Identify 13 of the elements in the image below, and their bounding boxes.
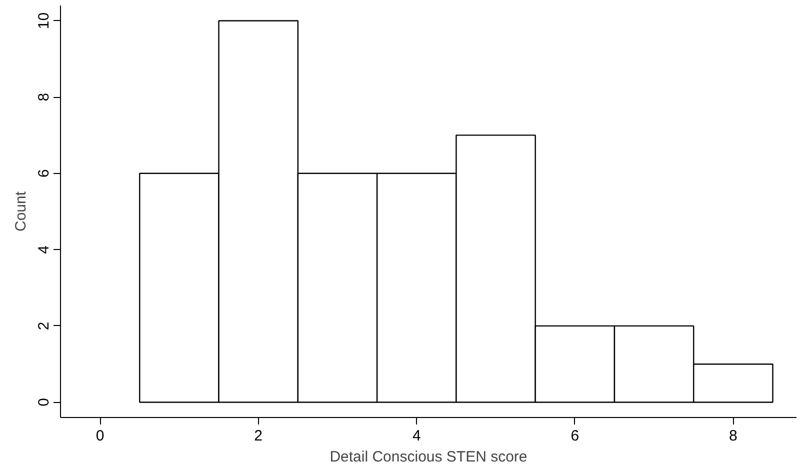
y-axis-title: Count [12,190,30,232]
y-tick-label: 8 [36,92,52,102]
x-tick-label: 4 [412,428,421,444]
y-tick-label: 4 [36,245,52,254]
y-tick-label: 2 [36,322,52,330]
x-tick-label: 2 [254,428,263,444]
x-axis-title: Detail Conscious STEN score [330,448,528,466]
x-tick-label: 0 [96,428,104,444]
x-tick-label: 8 [729,428,738,444]
x-tick-label: 6 [570,428,580,444]
y-tick-label: 0 [36,398,52,406]
y-tick-label: 10 [36,12,52,30]
y-tick-label: 6 [36,169,52,178]
